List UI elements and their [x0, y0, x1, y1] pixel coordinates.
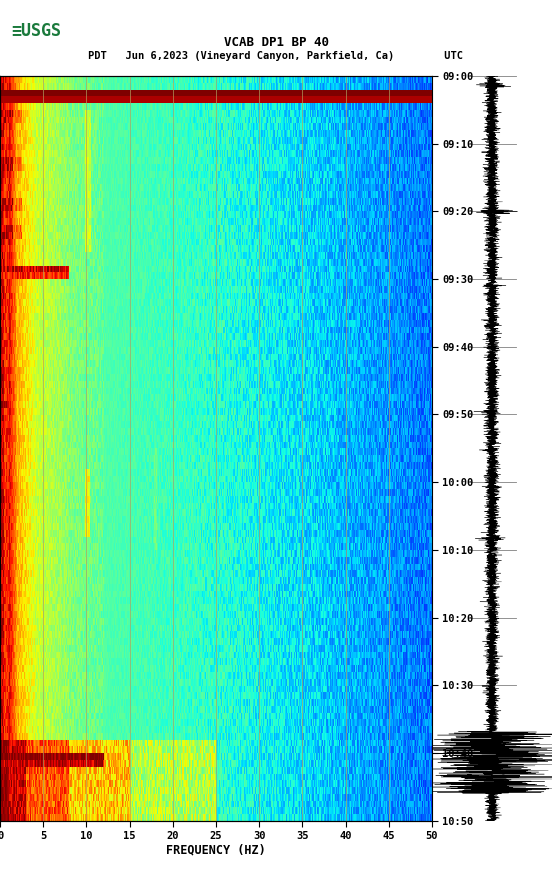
- Text: PDT   Jun 6,2023 (Vineyard Canyon, Parkfield, Ca)        UTC: PDT Jun 6,2023 (Vineyard Canyon, Parkfie…: [88, 51, 464, 61]
- Text: VCAB DP1 BP 40: VCAB DP1 BP 40: [224, 36, 328, 49]
- X-axis label: FREQUENCY (HZ): FREQUENCY (HZ): [166, 844, 266, 857]
- Text: ≡USGS: ≡USGS: [11, 22, 61, 40]
